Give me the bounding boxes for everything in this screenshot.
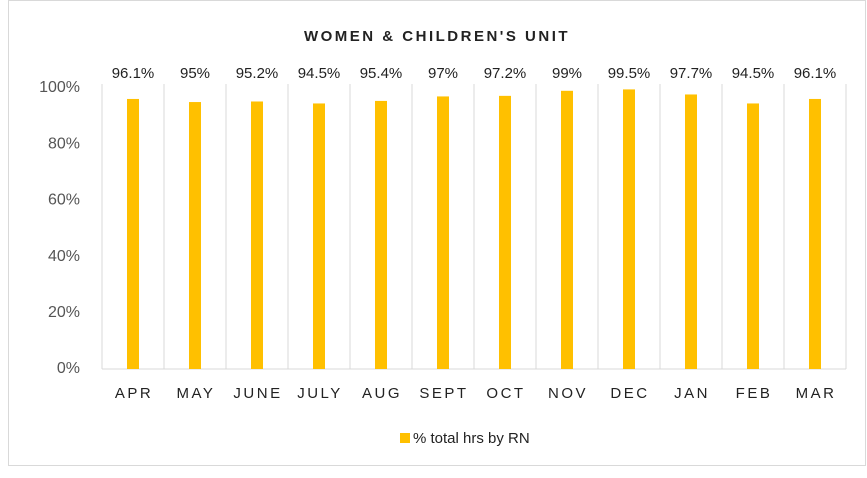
x-tick-label: DEC [610, 385, 649, 402]
x-tick-label: FEB [736, 385, 773, 402]
x-tick-label: SEPT [419, 385, 468, 402]
x-tick-label: JULY [297, 385, 343, 402]
x-tick-label: MAY [177, 385, 216, 402]
data-label: 96.1% [794, 65, 837, 82]
y-tick-label: 100% [39, 79, 80, 96]
x-tick-label: JUNE [233, 385, 282, 402]
y-tick-label: 60% [48, 192, 80, 209]
bar [747, 103, 759, 369]
data-label: 99% [552, 65, 582, 82]
bar [437, 96, 449, 370]
bar [127, 98, 139, 370]
y-tick-label: 40% [48, 248, 80, 265]
data-label: 94.5% [298, 65, 341, 82]
data-label: 99.5% [608, 65, 651, 82]
x-tick-label: APR [115, 385, 153, 402]
bar [375, 100, 387, 370]
y-tick-label: 20% [48, 304, 80, 321]
bar [561, 90, 573, 369]
legend-swatch [400, 433, 410, 443]
x-tick-label: MAR [796, 385, 837, 402]
legend-label: % total hrs by RN [413, 430, 530, 447]
x-tick-label: AUG [362, 385, 402, 402]
data-label: 94.5% [732, 65, 775, 82]
data-label: 95.4% [360, 65, 403, 82]
bar [313, 103, 325, 369]
data-label: 95% [180, 65, 210, 82]
x-tick-label: JAN [674, 385, 710, 402]
bar [499, 95, 511, 370]
bar [623, 89, 635, 369]
data-label: 95.2% [236, 65, 279, 82]
bar [685, 94, 697, 369]
data-label: 97.2% [484, 65, 527, 82]
y-tick-label: 0% [57, 360, 80, 377]
y-tick-label: 80% [48, 135, 80, 152]
data-label: 97% [428, 65, 458, 82]
x-tick-label: OCT [486, 385, 525, 402]
bar [189, 102, 201, 370]
data-label: 96.1% [112, 65, 155, 82]
bar [809, 98, 821, 370]
chart-title: WOMEN & CHILDREN'S UNIT [304, 28, 570, 45]
x-tick-label: NOV [548, 385, 588, 402]
data-label: 97.7% [670, 65, 713, 82]
bar [251, 101, 263, 369]
